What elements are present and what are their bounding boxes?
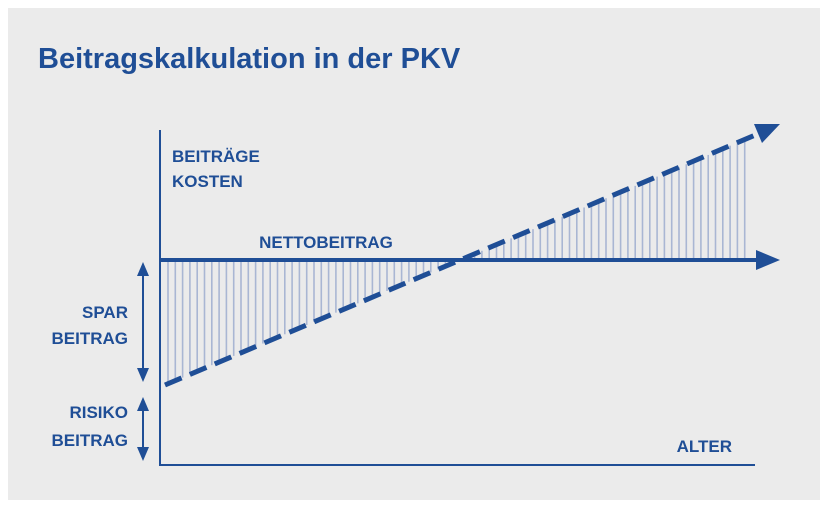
x-axis-label: ALTER [677,437,732,456]
y-axis-label: KOSTEN [172,172,243,191]
cost-arrowhead [754,124,780,143]
risiko-label: BEITRAG [52,431,129,450]
hatch [167,139,746,384]
netto-label: NETTOBEITRAG [259,233,393,252]
spar-label: SPAR [82,303,128,322]
spar-arrow [137,262,149,382]
risiko-arrow [137,397,149,461]
risiko-label: RISIKO [69,403,128,422]
netto-arrowhead [756,250,780,270]
title: Beitragskalkulation in der PKV [38,43,461,75]
spar-label: BEITRAG [52,329,129,348]
panel [8,8,820,500]
y-axis-label: BEITRÄGE [172,147,260,166]
